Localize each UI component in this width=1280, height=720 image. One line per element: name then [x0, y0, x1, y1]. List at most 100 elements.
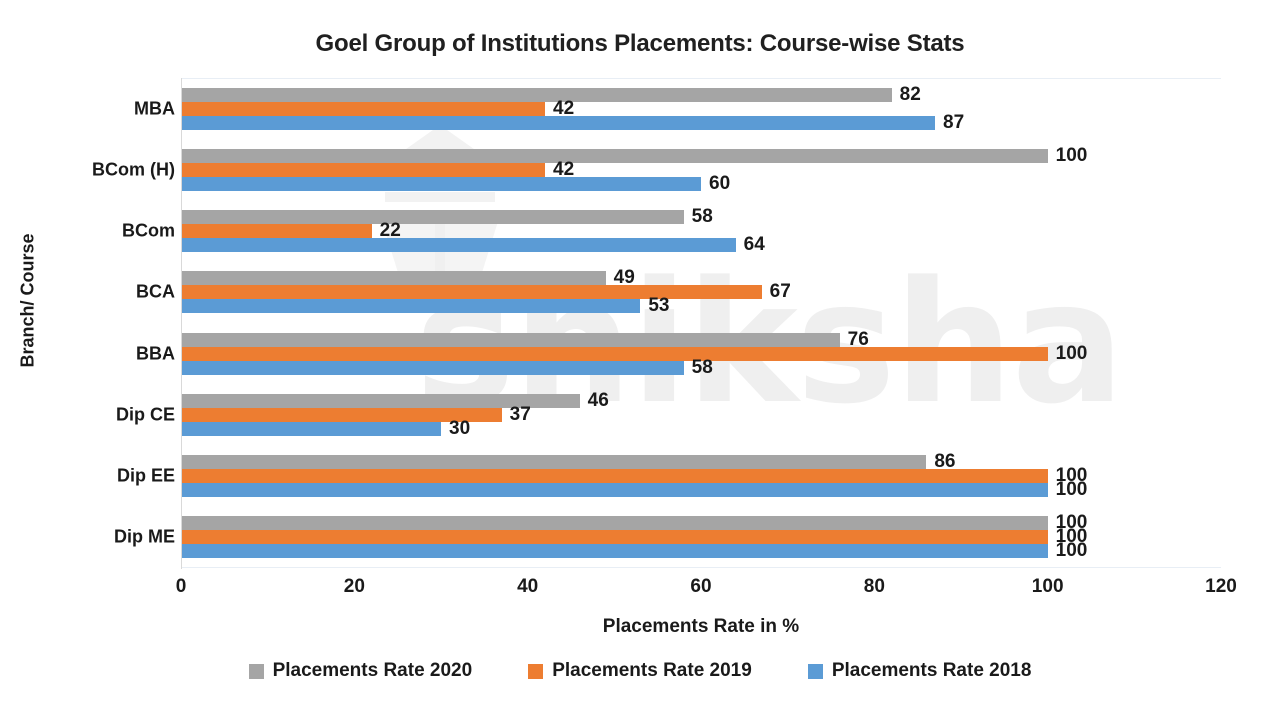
bar[interactable] — [181, 407, 502, 422]
bar-group: 100 42 60 — [181, 145, 1221, 194]
bar[interactable] — [181, 210, 684, 225]
bar-value-label: 100 — [1055, 512, 1088, 534]
y-axis-tick-labels: MBA BCom (H) BCom BCA BBA Dip CE Dip EE Dip ME — [5, 78, 175, 568]
bar-group: 76 100 58 — [181, 329, 1221, 378]
legend-label: Placements Rate 2018 — [831, 660, 1032, 681]
bar-row: 100 — [181, 540, 1221, 561]
bar-group: 58 22 64 — [181, 206, 1221, 255]
bar[interactable] — [181, 421, 441, 436]
bar-value-label: 82 — [899, 83, 921, 105]
y-axis-tick-label: Dip CE — [115, 404, 175, 425]
y-axis-tick-label: BCom (H) — [92, 159, 175, 180]
y-axis-tick-label: BCom — [122, 220, 175, 241]
bar-row: 100 — [181, 512, 1221, 533]
bar[interactable] — [181, 332, 840, 347]
bar[interactable] — [181, 87, 892, 102]
bar-value-label: 100 — [1055, 479, 1088, 501]
bar-row: 42 — [181, 98, 1221, 119]
bar[interactable] — [181, 271, 606, 286]
x-axis-tick-label: 60 — [690, 576, 712, 597]
chart-legend: Placements Rate 2020 Placements Rate 2019… — [0, 660, 1280, 682]
bar-row: 58 — [181, 206, 1221, 227]
bar-row: 37 — [181, 404, 1221, 425]
bar-value-label: 87 — [943, 111, 965, 133]
bar-row: 100 — [181, 145, 1221, 166]
bar[interactable] — [181, 393, 580, 408]
bar-row: 46 — [181, 390, 1221, 411]
bar-row: 49 — [181, 267, 1221, 288]
bar[interactable] — [181, 224, 372, 239]
bar-value-label: 76 — [847, 328, 869, 350]
y-axis-tick-label: MBA — [134, 98, 175, 119]
bar-row: 30 — [181, 418, 1221, 439]
bar-row: 60 — [181, 173, 1221, 194]
bar-row: 64 — [181, 234, 1221, 255]
bar-value-label: 46 — [587, 389, 609, 411]
y-axis-tick-label: BBA — [136, 343, 175, 364]
legend-label: Placements Rate 2020 — [272, 660, 473, 681]
bar[interactable] — [181, 483, 1048, 498]
bar[interactable] — [181, 360, 684, 375]
bar[interactable] — [181, 176, 701, 191]
bar-value-label: 37 — [509, 403, 531, 425]
x-axis-tick-labels: 0 20 40 60 80 100 120 — [176, 576, 1237, 604]
bar-row: 100 — [181, 465, 1221, 486]
x-axis-title: Placements Rate in % — [602, 616, 800, 637]
bar-row: 58 — [181, 357, 1221, 378]
bar-group: 49 67 53 — [181, 267, 1221, 316]
bar-value-label: 58 — [691, 356, 713, 378]
bar-value-label: 86 — [934, 451, 956, 473]
bar[interactable] — [181, 299, 641, 314]
bar[interactable] — [181, 238, 736, 253]
bar[interactable] — [181, 544, 1048, 559]
bar[interactable] — [181, 346, 1048, 361]
bar[interactable] — [181, 455, 927, 470]
x-axis-tick-label: 100 — [1031, 576, 1064, 597]
bar-group: 82 42 87 — [181, 84, 1221, 133]
bar-value-label: 100 — [1055, 540, 1088, 562]
bar-value-label: 64 — [743, 234, 765, 256]
bar-row: 87 — [181, 112, 1221, 133]
plot-area: 82 42 87 100 42 60 58 22 64 49 67 53 76 100 58 46 37 30 86… — [181, 78, 1221, 568]
bar-group: 46 37 30 — [181, 390, 1221, 439]
y-axis-line — [181, 78, 182, 569]
y-axis-tick-label: Dip EE — [116, 465, 175, 486]
bar-group: 86 100 100 — [181, 451, 1221, 500]
plot-top-border — [181, 78, 1221, 79]
bar-value-label: 100 — [1055, 342, 1088, 364]
bar-value-label: 60 — [709, 172, 731, 194]
legend-item[interactable]: Placements Rate 2020 — [248, 660, 473, 682]
bar-value-label: 100 — [1055, 526, 1088, 548]
bar-row: 100 — [181, 343, 1221, 364]
x-axis-tick-label: 40 — [517, 576, 539, 597]
legend-item[interactable]: Placements Rate 2019 — [528, 660, 752, 682]
bar[interactable] — [181, 469, 1048, 484]
bar[interactable] — [181, 530, 1048, 545]
bar-row: 42 — [181, 159, 1221, 180]
bar[interactable] — [181, 162, 545, 177]
bar[interactable] — [181, 115, 935, 130]
bar[interactable] — [181, 101, 545, 116]
bar[interactable] — [181, 148, 1048, 163]
bar-row: 67 — [181, 281, 1221, 302]
bar-value-label: 42 — [553, 158, 575, 180]
x-axis-tick-label: 120 — [1205, 576, 1237, 597]
bar-row: 82 — [181, 84, 1221, 105]
legend-label: Placements Rate 2019 — [552, 660, 752, 681]
chart-title: Goel Group of Institutions Placements: C… — [315, 30, 965, 57]
legend-swatch-icon — [807, 663, 823, 679]
plot-bottom-border — [181, 567, 1221, 568]
bar-value-label: 49 — [613, 267, 635, 289]
bar[interactable] — [181, 285, 762, 300]
bar-row: 100 — [181, 526, 1221, 547]
legend-swatch-icon — [528, 663, 544, 679]
bar-value-label: 53 — [648, 295, 670, 317]
bar-value-label: 58 — [691, 206, 713, 228]
x-axis-tick-label: 0 — [175, 576, 187, 597]
x-axis-tick-label: 80 — [863, 576, 885, 597]
bar[interactable] — [181, 516, 1048, 531]
legend-item[interactable]: Placements Rate 2018 — [807, 660, 1032, 682]
bar-row: 86 — [181, 451, 1221, 472]
bar-row: 22 — [181, 220, 1221, 241]
